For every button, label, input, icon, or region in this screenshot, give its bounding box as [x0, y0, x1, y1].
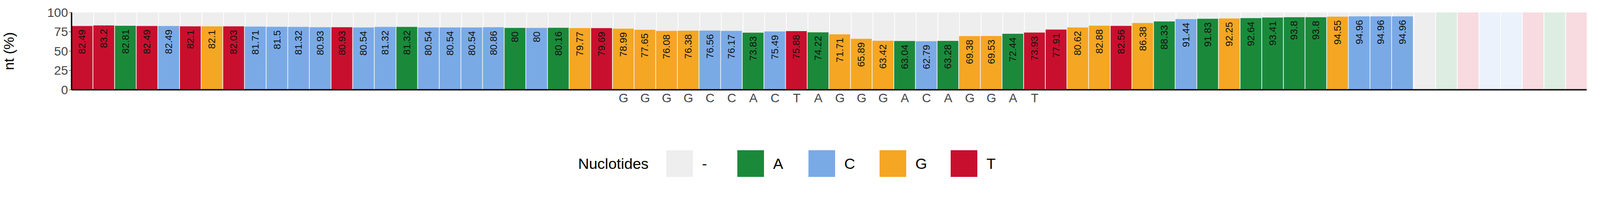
- svg-text:100: 100: [47, 5, 68, 20]
- svg-text:93.41: 93.41: [1267, 20, 1279, 46]
- svg-text:A: A: [944, 91, 953, 105]
- svg-text:G: G: [661, 91, 672, 105]
- svg-text:75.49: 75.49: [769, 35, 781, 60]
- svg-text:91.83: 91.83: [1202, 22, 1214, 47]
- svg-text:63.04: 63.04: [899, 44, 911, 69]
- svg-text:79.77: 79.77: [574, 31, 586, 56]
- svg-text:82.49: 82.49: [141, 29, 153, 54]
- svg-text:79.69: 79.69: [596, 31, 608, 56]
- svg-text:83.2: 83.2: [98, 28, 110, 48]
- svg-text:80.54: 80.54: [466, 31, 478, 56]
- svg-text:94.96: 94.96: [1396, 20, 1408, 45]
- svg-text:50: 50: [54, 44, 68, 59]
- svg-text:nt (%): nt (%): [3, 32, 17, 70]
- svg-text:69.53: 69.53: [985, 39, 997, 64]
- svg-text:82.88: 82.88: [1093, 29, 1105, 54]
- svg-text:93.8: 93.8: [1310, 20, 1322, 40]
- svg-text:91.44: 91.44: [1180, 22, 1192, 48]
- svg-text:82.56: 82.56: [1115, 29, 1127, 54]
- svg-text:76.08: 76.08: [660, 34, 672, 60]
- svg-text:0: 0: [60, 83, 68, 97]
- svg-text:63.28: 63.28: [942, 44, 954, 69]
- svg-text:C: C: [705, 91, 715, 105]
- svg-text:81.71: 81.71: [249, 30, 261, 55]
- svg-text:82.1: 82.1: [206, 29, 218, 49]
- svg-text:81.32: 81.32: [379, 30, 391, 56]
- svg-text:G: G: [878, 91, 888, 105]
- svg-text:T: T: [792, 91, 801, 105]
- svg-text:C: C: [922, 91, 932, 105]
- svg-text:94.96: 94.96: [1353, 20, 1365, 45]
- svg-text:G: G: [618, 91, 629, 105]
- svg-text:81.5: 81.5: [271, 30, 283, 50]
- svg-text:C: C: [727, 91, 736, 105]
- svg-text:25: 25: [54, 63, 68, 78]
- svg-text:74.22: 74.22: [812, 36, 824, 61]
- svg-text:78.99: 78.99: [617, 32, 629, 57]
- svg-text:94.96: 94.96: [1375, 20, 1387, 45]
- svg-text:77.91: 77.91: [1050, 32, 1062, 58]
- svg-text:G: G: [856, 91, 867, 105]
- svg-text:94.55: 94.55: [1332, 20, 1344, 45]
- svg-text:82.03: 82.03: [228, 29, 240, 55]
- svg-text:81.32: 81.32: [401, 30, 413, 56]
- svg-text:76.38: 76.38: [682, 34, 694, 59]
- svg-text:77.65: 77.65: [639, 33, 651, 58]
- svg-text:A: A: [900, 91, 910, 105]
- svg-text:81.32: 81.32: [292, 30, 304, 56]
- svg-text:71.71: 71.71: [834, 37, 846, 63]
- html-text:C: C: [844, 154, 856, 172]
- html-text:T: T: [986, 154, 996, 172]
- svg-text:G: G: [986, 91, 997, 105]
- svg-text:76.56: 76.56: [704, 34, 716, 59]
- svg-text:80.93: 80.93: [336, 30, 348, 56]
- svg-text:80.54: 80.54: [422, 31, 434, 56]
- svg-text:92.64: 92.64: [1245, 21, 1257, 47]
- svg-text:G: G: [835, 91, 845, 105]
- svg-text:80.54: 80.54: [357, 31, 369, 56]
- svg-text:76.17: 76.17: [725, 34, 737, 59]
- svg-text:80.16: 80.16: [552, 31, 564, 56]
- html-text:Nuclotides: Nuclotides: [578, 154, 649, 172]
- svg-text:80.86: 80.86: [488, 30, 500, 56]
- svg-text:73.83: 73.83: [747, 36, 759, 61]
- svg-text:G: G: [964, 91, 975, 105]
- html-text:A: A: [773, 154, 784, 172]
- svg-text:82.81: 82.81: [120, 29, 132, 54]
- svg-text:63.42: 63.42: [877, 44, 889, 69]
- svg-text:72.44: 72.44: [1007, 37, 1019, 62]
- svg-text:86.38: 86.38: [1137, 26, 1149, 52]
- svg-text:62.79: 62.79: [920, 44, 932, 70]
- svg-text:C: C: [770, 91, 780, 105]
- svg-text:93.8: 93.8: [1288, 20, 1300, 40]
- svg-text:75: 75: [54, 24, 68, 39]
- svg-text:A: A: [749, 91, 758, 105]
- svg-text:80.62: 80.62: [1072, 31, 1084, 56]
- svg-text:80.93: 80.93: [314, 30, 326, 56]
- svg-text:80: 80: [531, 31, 543, 43]
- svg-text:82.49: 82.49: [76, 29, 88, 54]
- svg-text:75.88: 75.88: [790, 34, 802, 60]
- svg-text:A: A: [1008, 91, 1018, 105]
- svg-text:G: G: [640, 91, 651, 105]
- svg-text:69.38: 69.38: [964, 39, 976, 64]
- svg-text:80.54: 80.54: [444, 31, 456, 56]
- svg-text:82.49: 82.49: [163, 29, 175, 54]
- svg-text:82.1: 82.1: [184, 29, 196, 49]
- svg-text:80: 80: [509, 31, 521, 43]
- svg-text:A: A: [814, 91, 823, 105]
- svg-text:88.33: 88.33: [1158, 24, 1170, 50]
- html-text:G: G: [915, 154, 928, 172]
- svg-text:65.89: 65.89: [855, 42, 867, 67]
- svg-text:G: G: [683, 91, 694, 105]
- svg-text:73.93: 73.93: [1028, 36, 1040, 61]
- svg-text:T: T: [1031, 91, 1039, 105]
- svg-text:92.25: 92.25: [1223, 21, 1235, 47]
